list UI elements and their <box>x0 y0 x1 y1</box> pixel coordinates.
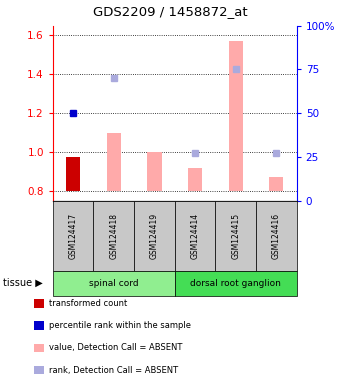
Bar <box>188 168 202 191</box>
Text: GSM124419: GSM124419 <box>150 213 159 259</box>
Text: GSM124418: GSM124418 <box>109 213 118 259</box>
Bar <box>228 41 243 191</box>
Bar <box>269 177 283 191</box>
Text: percentile rank within the sample: percentile rank within the sample <box>49 321 191 330</box>
Text: GSM124417: GSM124417 <box>69 213 78 259</box>
Text: tissue ▶: tissue ▶ <box>3 278 43 288</box>
Text: dorsal root ganglion: dorsal root ganglion <box>190 279 281 288</box>
Text: rank, Detection Call = ABSENT: rank, Detection Call = ABSENT <box>49 366 178 375</box>
Text: value, Detection Call = ABSENT: value, Detection Call = ABSENT <box>49 343 182 353</box>
Bar <box>147 152 162 191</box>
Text: GSM124414: GSM124414 <box>191 213 199 259</box>
Text: GSM124415: GSM124415 <box>231 213 240 259</box>
Text: spinal cord: spinal cord <box>89 279 139 288</box>
Bar <box>107 132 121 191</box>
Bar <box>66 157 80 191</box>
Text: GDS2209 / 1458872_at: GDS2209 / 1458872_at <box>93 5 248 18</box>
Text: GSM124416: GSM124416 <box>272 213 281 259</box>
Text: transformed count: transformed count <box>49 299 127 308</box>
